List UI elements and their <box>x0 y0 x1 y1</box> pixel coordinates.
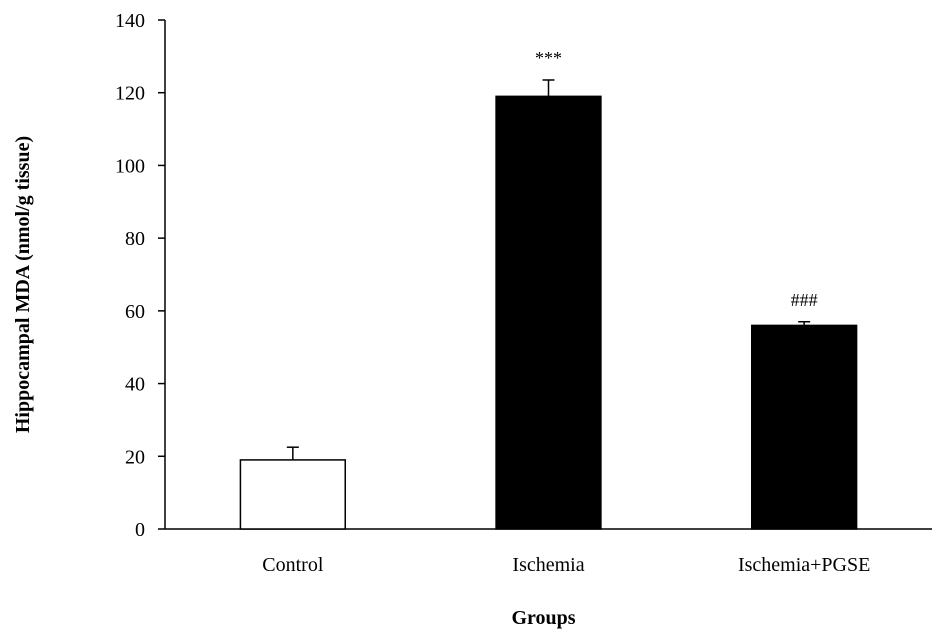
x-tick-label: Ischemia+PGSE <box>738 554 870 576</box>
error-bars <box>286 79 811 460</box>
y-tick-label: 100 <box>115 155 145 177</box>
significance-annotations: *** ### <box>535 48 818 310</box>
bar-ischemia-pgse <box>751 324 858 530</box>
x-tick-label: Ischemia <box>512 554 584 576</box>
significance-label: ### <box>791 290 818 310</box>
y-tick-label: 140 <box>115 10 145 32</box>
y-tick-label: 0 <box>135 519 145 541</box>
bar-ischemia <box>495 95 602 530</box>
y-tick-label: 40 <box>125 374 145 396</box>
significance-label: *** <box>535 48 562 68</box>
y-tick-label: 80 <box>125 228 145 250</box>
bars <box>239 95 858 530</box>
y-tick-label: 120 <box>115 83 145 105</box>
y-axis-title: Hippocampal MDA (nmol/g tissue) <box>12 136 34 433</box>
y-ticks: 0 20 40 60 80 100 120 140 <box>115 10 165 541</box>
x-tick-labels: Control Ischemia Ischemia+PGSE <box>262 554 870 576</box>
x-tick-label: Control <box>262 554 324 576</box>
bar-control <box>239 459 346 530</box>
y-tick-label: 60 <box>125 301 145 323</box>
x-axis-title: Groups <box>511 607 575 629</box>
y-tick-label: 20 <box>125 446 145 468</box>
